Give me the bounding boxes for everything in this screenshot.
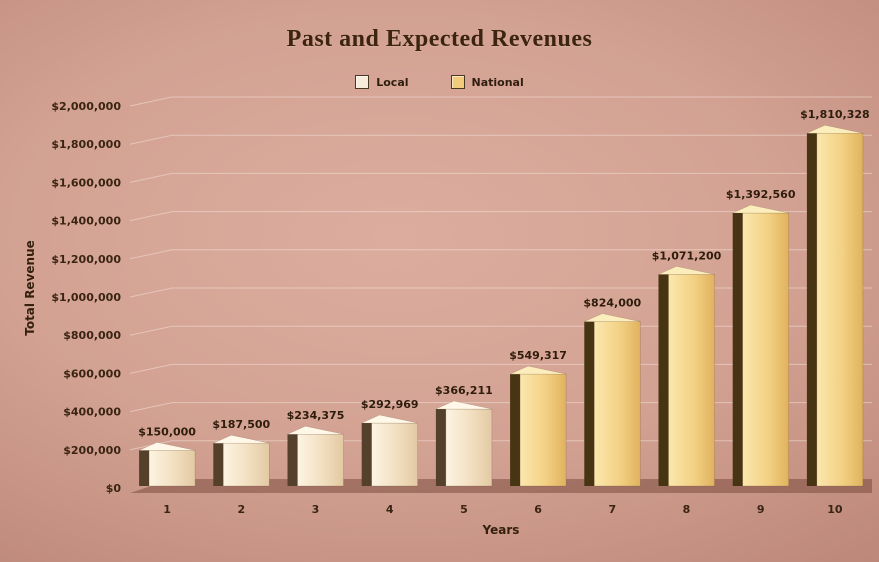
bar-year-1[interactable]: $150,000 <box>138 425 196 487</box>
bar-top-face <box>138 442 196 451</box>
y-tick-label: $0 <box>106 482 122 495</box>
bar-value-label: $1,810,328 <box>800 108 870 121</box>
gridline <box>129 172 872 183</box>
bar-value-label: $292,969 <box>361 398 419 411</box>
y-tick-label: $2,000,000 <box>51 100 121 113</box>
bar-value-label: $150,000 <box>138 425 196 438</box>
bar-front-face <box>223 442 270 487</box>
bar-value-label: $234,375 <box>287 409 345 422</box>
bar-front-face <box>742 212 790 487</box>
bar-value-label: $824,000 <box>583 297 641 310</box>
bar-side-face <box>139 450 150 486</box>
bar-front-face <box>816 132 864 487</box>
y-axis-title: Total Revenue <box>23 240 37 336</box>
bar-value-label: $1,071,200 <box>652 249 722 262</box>
bar-top-face <box>287 425 344 435</box>
y-tick-label: $1,200,000 <box>51 253 121 266</box>
bar-top-face <box>584 313 641 322</box>
bar-value-label: $187,500 <box>212 418 270 431</box>
gridline <box>129 287 872 298</box>
bar-year-4[interactable]: $292,969 <box>361 398 419 487</box>
y-tick-label: $1,800,000 <box>51 138 121 151</box>
bar-year-3[interactable]: $234,375 <box>287 409 345 487</box>
bar-top-face <box>509 365 567 375</box>
gridlines <box>129 96 872 451</box>
bar-value-label: $366,211 <box>435 384 493 397</box>
bar-year-10[interactable]: $1,810,328 <box>800 108 870 487</box>
y-tick-label: $600,000 <box>63 367 121 380</box>
x-tick-label: 3 <box>312 503 320 516</box>
x-tick-label: 9 <box>757 503 765 516</box>
axis-ticks: $0 $200,000 $400,000 $600,000 $800,000 $1,000… <box>51 100 842 516</box>
bar-year-7[interactable]: $824,000 <box>583 297 642 487</box>
legend-label-national: National <box>471 75 524 89</box>
y-tick-label: $800,000 <box>63 329 121 342</box>
bar-top-face <box>435 400 492 410</box>
bar-side-face <box>510 374 521 486</box>
x-tick-label: 7 <box>608 503 616 516</box>
bar-top-face <box>658 266 715 275</box>
bar-front-face <box>371 422 419 487</box>
bar-side-face <box>361 423 372 486</box>
bar-side-face <box>806 133 817 486</box>
x-tick-label: 4 <box>386 503 394 516</box>
bar-top-face <box>361 414 418 424</box>
y-tick-label: $200,000 <box>63 444 121 457</box>
bar-front-face <box>148 450 196 487</box>
gridline <box>129 249 872 260</box>
bar-side-face <box>435 409 446 486</box>
bar-side-face <box>732 213 743 486</box>
bar-year-9[interactable]: $1,392,560 <box>726 188 796 487</box>
chart-title: Past and Expected Revenues <box>286 26 593 52</box>
bar-side-face <box>584 321 595 486</box>
legend-item-national[interactable]: National <box>450 75 524 89</box>
gridline <box>129 96 872 107</box>
local-series-swatch-icon <box>355 75 370 89</box>
bar-front-face <box>593 321 641 487</box>
bar-value-label: $1,392,560 <box>726 188 796 201</box>
bar-front-face <box>519 373 567 487</box>
bar-front-face <box>668 274 715 487</box>
legend: Local National <box>0 75 879 89</box>
y-tick-label: $1,400,000 <box>51 215 121 228</box>
gridline <box>129 134 872 145</box>
bar-year-6[interactable]: $549,317 <box>509 349 567 487</box>
gridline <box>129 211 872 222</box>
bars: $150,000 $187,500 $234,375 $292,969 $366,211… <box>138 108 870 487</box>
legend-item-local[interactable]: Local <box>355 75 409 89</box>
bar-top-face <box>213 434 270 444</box>
bar-year-5[interactable]: $366,211 <box>435 384 493 487</box>
y-tick-label: $1,000,000 <box>51 291 121 304</box>
bar-year-2[interactable]: $187,500 <box>212 418 271 487</box>
bar-value-label: $549,317 <box>509 349 567 362</box>
national-series-swatch-icon <box>450 75 465 89</box>
x-tick-label: 6 <box>534 503 542 516</box>
x-axis-title: Years <box>482 523 520 537</box>
x-tick-label: 10 <box>827 503 843 516</box>
x-tick-label: 1 <box>163 503 171 516</box>
legend-label-local: Local <box>376 75 409 89</box>
bar-year-8[interactable]: $1,071,200 <box>652 249 722 487</box>
x-tick-label: 2 <box>237 503 245 516</box>
bar-top-face <box>806 124 863 134</box>
x-tick-label: 5 <box>460 503 468 516</box>
bar-top-face <box>732 204 789 214</box>
x-tick-label: 8 <box>683 503 691 516</box>
bar-side-face <box>658 274 669 486</box>
bar-side-face <box>213 443 224 486</box>
bar-side-face <box>287 434 298 486</box>
y-tick-label: $1,600,000 <box>51 176 121 189</box>
bar-front-face <box>445 408 493 487</box>
y-tick-label: $400,000 <box>63 406 121 419</box>
bar-front-face <box>297 433 344 487</box>
